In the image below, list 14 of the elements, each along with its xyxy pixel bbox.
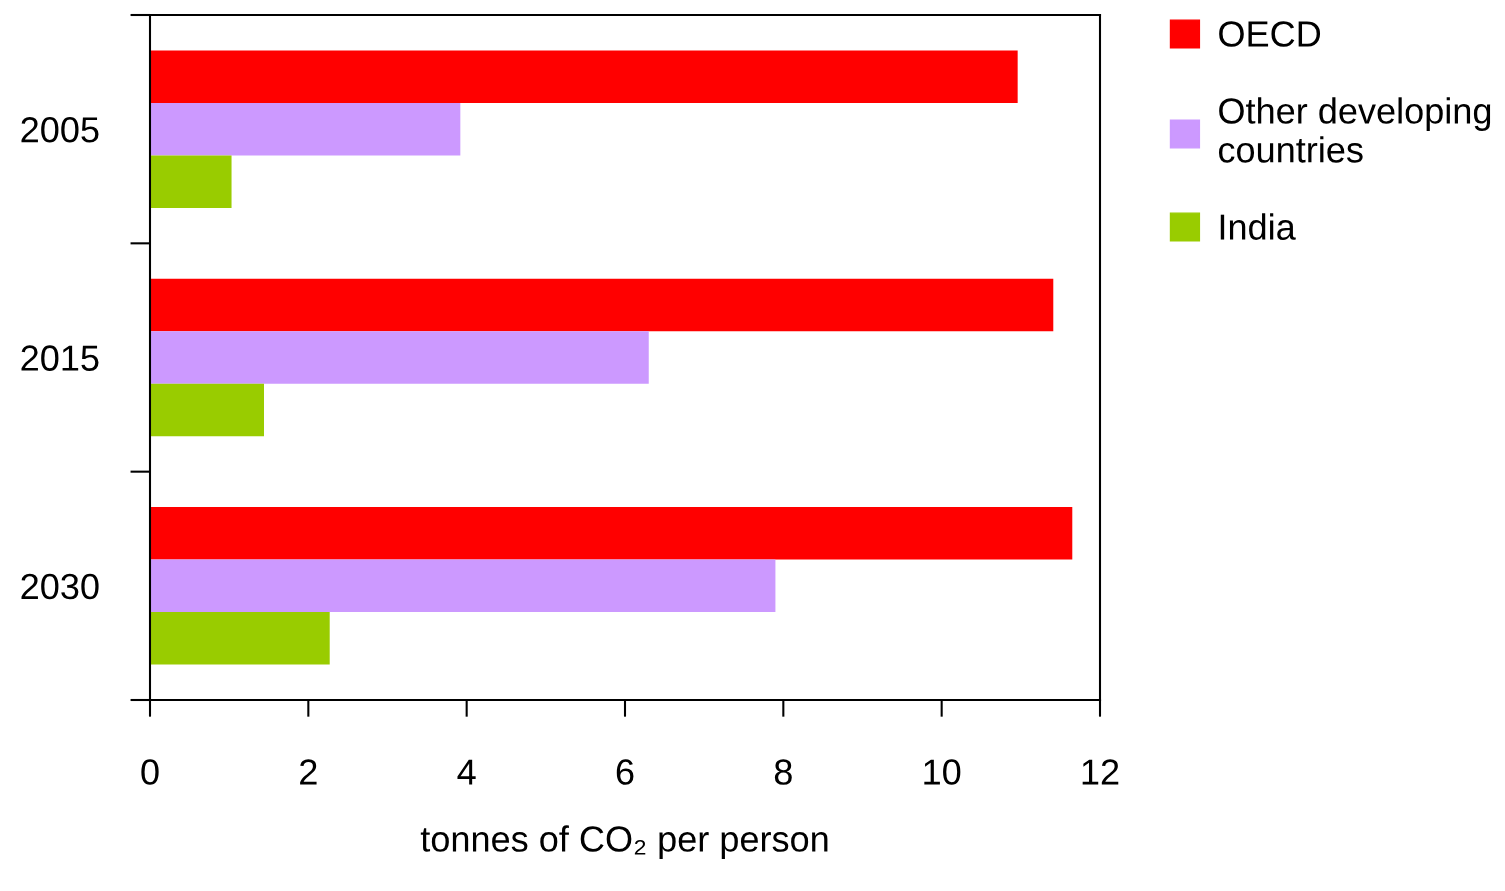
x-axis-title: tonnes of CO₂ per person xyxy=(420,825,828,859)
x-tick-label: 8 xyxy=(774,759,792,785)
y-tick-label: 2005 xyxy=(21,117,99,143)
x-tick-label: 0 xyxy=(141,759,159,785)
x-tick-label: 6 xyxy=(616,759,634,785)
x-tick-label: 12 xyxy=(1082,759,1119,785)
legend-label: India xyxy=(1220,213,1296,240)
x-tick-label: 2 xyxy=(300,759,317,785)
legend-label: Other developing countries xyxy=(1218,97,1491,163)
legend-label: OECD xyxy=(1219,21,1321,47)
y-tick-label: 2030 xyxy=(21,573,99,600)
x-tick-label: 10 xyxy=(924,759,961,785)
x-tick-label: 4 xyxy=(457,759,476,785)
y-tick-label: 2015 xyxy=(21,345,99,371)
